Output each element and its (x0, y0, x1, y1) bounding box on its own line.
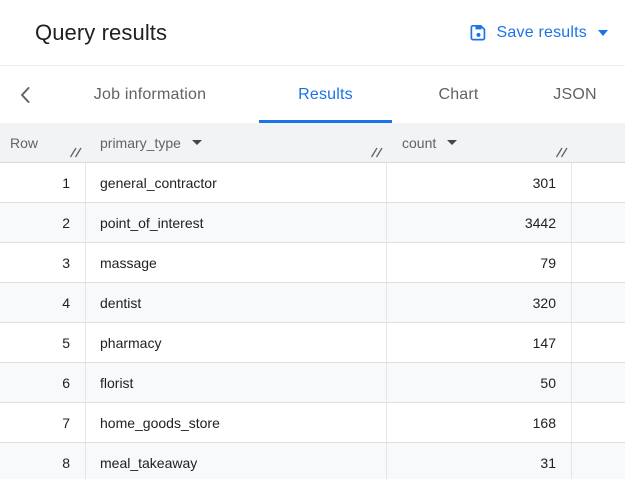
cell-row-number: 2 (0, 203, 86, 242)
cell-count: 147 (387, 323, 572, 362)
back-chevron-button[interactable] (0, 66, 50, 123)
cell-primary-type: home_goods_store (86, 403, 387, 442)
cell-spacer (572, 443, 625, 479)
cell-row-number: 6 (0, 363, 86, 402)
column-header-primary-type: primary_type (86, 123, 387, 162)
cell-count: 168 (387, 403, 572, 442)
query-results-titlebar: Query results Save results (0, 0, 625, 66)
cell-row-number: 4 (0, 283, 86, 322)
cell-primary-type: general_contractor (86, 163, 387, 202)
dropdown-caret-icon (598, 29, 608, 36)
column-resize-handle[interactable] (370, 147, 384, 158)
cell-count: 320 (387, 283, 572, 322)
cell-primary-type: pharmacy (86, 323, 387, 362)
column-header-count: count (387, 123, 572, 162)
tab-json[interactable]: JSON (525, 66, 625, 123)
tab-results[interactable]: Results (259, 66, 392, 123)
save-icon (469, 23, 488, 42)
table-row: 5 pharmacy 147 (0, 323, 625, 363)
tab-label: Job information (93, 85, 207, 103)
cell-row-number: 3 (0, 243, 86, 282)
cell-row-number: 1 (0, 163, 86, 202)
column-menu-caret-icon[interactable] (191, 140, 202, 145)
table-row: 2 point_of_interest 3442 (0, 203, 625, 243)
tab-label: Results (298, 85, 353, 103)
cell-row-number: 7 (0, 403, 86, 442)
cell-spacer (572, 363, 625, 402)
cell-primary-type: florist (86, 363, 387, 402)
tab-label: JSON (553, 85, 597, 103)
results-tabbar: Job information Results Chart JSON (0, 66, 625, 123)
table-row: 8 meal_takeaway 31 (0, 443, 625, 479)
table-row: 1 general_contractor 301 (0, 163, 625, 203)
column-header-label: count (402, 134, 437, 151)
chevron-left-icon (18, 85, 32, 105)
table-header-row: Row primary_type count (0, 123, 625, 163)
table-row: 6 florist 50 (0, 363, 625, 403)
cell-spacer (572, 203, 625, 242)
cell-spacer (572, 163, 625, 202)
table-row: 4 dentist 320 (0, 283, 625, 323)
cell-spacer (572, 283, 625, 322)
cell-spacer (572, 403, 625, 442)
table-body: 1 general_contractor 301 2 point_of_inte… (0, 163, 625, 479)
cell-primary-type: meal_takeaway (86, 443, 387, 479)
save-results-label: Save results (496, 23, 587, 41)
column-resize-handle[interactable] (69, 147, 83, 158)
table-row: 7 home_goods_store 168 (0, 403, 625, 443)
column-header-spacer (572, 123, 625, 162)
column-header-label: Row (10, 134, 39, 151)
tab-label: Chart (438, 85, 479, 103)
cell-count: 31 (387, 443, 572, 479)
column-resize-handle[interactable] (555, 147, 569, 158)
cell-primary-type: point_of_interest (86, 203, 387, 242)
page-title: Query results (35, 19, 168, 45)
tab-list: Job information Results Chart JSON (50, 66, 625, 123)
column-header-row: Row (0, 123, 86, 162)
cell-count: 79 (387, 243, 572, 282)
tab-job-information[interactable]: Job information (50, 66, 250, 123)
column-menu-caret-icon[interactable] (447, 140, 458, 145)
table-row: 3 massage 79 (0, 243, 625, 283)
cell-primary-type: massage (86, 243, 387, 282)
cell-row-number: 5 (0, 323, 86, 362)
cell-row-number: 8 (0, 443, 86, 479)
cell-count: 3442 (387, 203, 572, 242)
column-header-label: primary_type (100, 134, 181, 151)
tab-chart[interactable]: Chart (401, 66, 516, 123)
cell-count: 301 (387, 163, 572, 202)
cell-count: 50 (387, 363, 572, 402)
cell-primary-type: dentist (86, 283, 387, 322)
cell-spacer (572, 243, 625, 282)
save-results-button[interactable]: Save results (469, 23, 608, 42)
cell-spacer (572, 323, 625, 362)
results-table: Row primary_type count (0, 123, 625, 479)
